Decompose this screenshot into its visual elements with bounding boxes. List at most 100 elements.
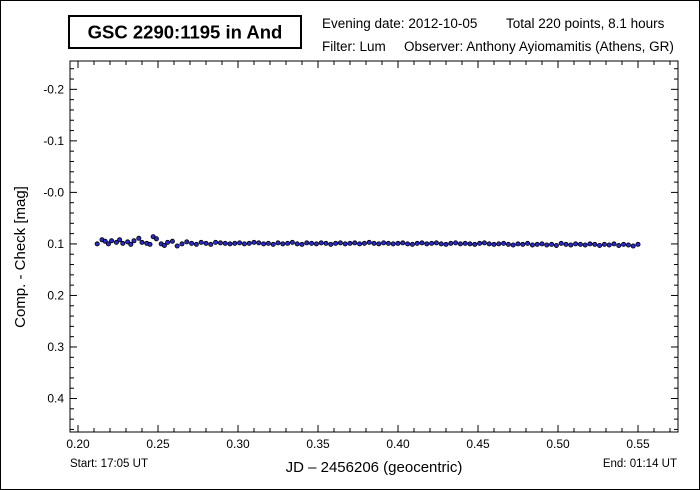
data-point <box>251 239 257 245</box>
data-point <box>280 241 286 247</box>
x-tick-label: 0.50 <box>546 437 570 451</box>
data-point <box>285 240 291 246</box>
y-tick-label: 0.3 <box>47 340 64 354</box>
data-points <box>94 234 641 249</box>
data-point <box>120 240 126 246</box>
data-point <box>582 242 588 248</box>
data-point <box>323 240 329 246</box>
data-point <box>563 241 569 247</box>
data-point <box>611 241 617 247</box>
data-point <box>117 237 123 243</box>
data-point <box>241 241 247 247</box>
data-point <box>94 241 100 247</box>
data-point <box>592 241 598 247</box>
data-point <box>256 240 262 246</box>
data-point <box>161 242 167 248</box>
data-point <box>486 241 492 247</box>
data-point <box>453 240 459 246</box>
data-point <box>270 241 276 247</box>
data-point <box>139 239 145 245</box>
data-point <box>400 240 406 246</box>
data-point <box>203 240 209 246</box>
data-point <box>193 241 199 247</box>
evening-date: Evening date: 2012-10-05 <box>322 16 477 31</box>
data-point <box>544 242 550 248</box>
data-point <box>366 239 372 245</box>
data-point <box>289 239 295 245</box>
data-point <box>198 239 204 245</box>
x-tick-label: 0.40 <box>386 437 410 451</box>
data-point <box>568 242 574 248</box>
data-point <box>265 240 271 246</box>
data-point <box>318 240 324 246</box>
data-point <box>491 241 497 247</box>
data-point <box>237 240 243 246</box>
data-point <box>189 240 195 246</box>
start-time: Start: 17:05 UT <box>70 458 148 470</box>
y-tick-label: -0.2 <box>43 82 64 96</box>
data-point <box>409 241 415 247</box>
chart-title: GSC 2290:1195 in And <box>88 22 283 43</box>
x-tick-labels: 0.20 0.25 0.30 0.35 0.40 0.45 0.50 0.55 <box>66 437 650 451</box>
x-axis-label: JD – 2456206 (geocentric) <box>286 459 463 476</box>
data-point <box>328 241 334 247</box>
data-point <box>128 241 134 247</box>
data-point <box>577 241 583 247</box>
data-point <box>208 241 214 247</box>
data-point <box>174 243 180 249</box>
data-point <box>113 239 119 245</box>
data-point <box>481 240 487 246</box>
data-point <box>184 239 190 245</box>
data-point <box>424 241 430 247</box>
data-point <box>553 242 559 248</box>
y-tick-label: 0.2 <box>47 288 64 302</box>
data-point <box>429 240 435 246</box>
filter-label: Filter: Lum <box>322 39 386 54</box>
data-point <box>477 240 483 246</box>
data-point <box>414 240 420 246</box>
data-point <box>390 241 396 247</box>
data-point <box>587 241 593 247</box>
data-point <box>505 241 511 247</box>
x-tick-label: 0.55 <box>626 437 650 451</box>
data-point <box>125 239 131 245</box>
x-tick-label: 0.25 <box>146 437 170 451</box>
data-point <box>304 240 310 246</box>
observer-label: Observer: Anthony Ayiomamitis (Athens, G… <box>404 39 674 54</box>
data-point <box>443 241 449 247</box>
data-point <box>165 239 171 245</box>
end-time: End: 01:14 UT <box>603 458 677 470</box>
data-point <box>357 241 363 247</box>
data-point <box>342 241 348 247</box>
data-point <box>294 241 300 247</box>
data-point <box>217 240 223 246</box>
data-point <box>261 241 267 247</box>
data-point <box>153 236 159 242</box>
data-point <box>232 240 238 246</box>
data-point <box>625 242 631 248</box>
data-point <box>381 240 387 246</box>
data-point <box>227 241 233 247</box>
data-point <box>102 238 108 244</box>
data-point <box>131 238 137 244</box>
data-point <box>313 241 319 247</box>
x-tick-label: 0.30 <box>226 437 250 451</box>
data-point <box>222 240 228 246</box>
x-tick-label: 0.35 <box>306 437 330 451</box>
data-point <box>213 239 219 245</box>
data-point <box>376 241 382 247</box>
data-point <box>597 242 603 248</box>
y-tick-labels: -0.2 -0.1 -0.0 0.1 0.2 0.3 0.4 <box>43 82 64 405</box>
data-point <box>496 241 502 247</box>
data-point <box>558 240 564 246</box>
data-point <box>333 240 339 246</box>
data-point <box>169 238 175 244</box>
y-tick-label: -0.1 <box>43 134 64 148</box>
title-box <box>68 15 302 49</box>
data-point <box>621 241 627 247</box>
x-tick-label: 0.20 <box>66 437 90 451</box>
data-point <box>616 242 622 248</box>
data-point <box>549 241 555 247</box>
data-point <box>438 241 444 247</box>
